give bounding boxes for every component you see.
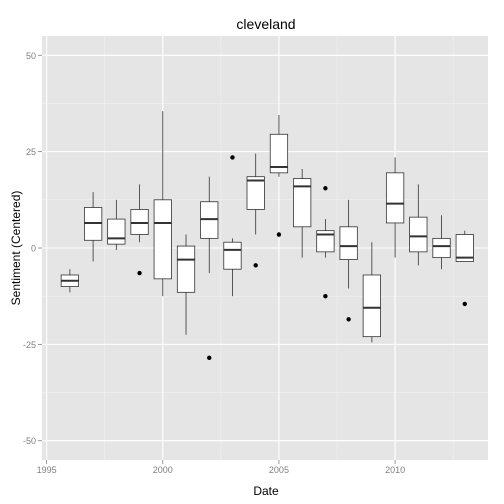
y-tick-label: 25	[26, 147, 36, 157]
box-2009	[362, 242, 381, 343]
box-2010	[385, 157, 405, 258]
box-iqr	[107, 218, 126, 245]
y-tick-label: 0	[31, 244, 36, 254]
box-2007	[316, 186, 335, 299]
box-iqr	[293, 178, 312, 228]
x-tick-label: 2000	[153, 465, 173, 475]
box-iqr	[246, 176, 265, 210]
box-1999	[130, 184, 149, 276]
box-2000	[153, 111, 172, 297]
box-1998	[107, 199, 126, 250]
box-1997	[83, 192, 103, 262]
box-2013	[455, 230, 474, 307]
box-2005	[269, 115, 289, 237]
outlier-point	[346, 317, 351, 322]
outlier-point	[253, 263, 258, 268]
x-axis-label: Date	[253, 484, 279, 498]
box-iqr	[153, 199, 172, 280]
box-2004	[246, 153, 265, 268]
y-tick-label: 50	[26, 51, 36, 61]
box-2001	[176, 234, 196, 335]
chart-title: cleveland	[236, 16, 295, 32]
box-iqr	[385, 172, 405, 224]
box-iqr	[362, 274, 381, 338]
box-iqr	[432, 237, 451, 259]
y-axis: -50 -25 0 25 50	[23, 51, 42, 446]
box-2012	[432, 215, 451, 270]
x-tick-label: 2010	[385, 465, 405, 475]
box-iqr	[223, 241, 242, 270]
outlier-point	[137, 270, 142, 276]
outlier-point	[207, 355, 212, 361]
boxes-layer	[60, 111, 474, 361]
x-axis: 1995 2000 2005 2010	[37, 460, 405, 475]
outlier-point	[230, 155, 235, 160]
box-2011	[409, 184, 428, 266]
outlier-point	[462, 301, 467, 307]
box-2006	[293, 168, 312, 258]
box-2003	[223, 155, 242, 297]
outlier-point	[276, 232, 282, 237]
box-iqr	[316, 230, 335, 253]
y-axis-label: Sentiment (Centered)	[9, 191, 23, 306]
outlier-point	[323, 186, 328, 191]
box-iqr	[339, 226, 358, 260]
x-tick-label: 2005	[269, 465, 289, 475]
box-2002	[200, 176, 219, 361]
box-iqr	[409, 216, 428, 253]
x-tick-label: 1995	[37, 465, 57, 475]
box-iqr	[269, 133, 289, 174]
box-2008	[339, 199, 358, 322]
outlier-point	[323, 293, 328, 299]
y-tick-label: -25	[23, 340, 36, 350]
box-1996	[60, 269, 79, 293]
y-tick-label: -50	[23, 436, 36, 446]
box-iqr	[455, 234, 474, 262]
box-iqr	[176, 245, 196, 293]
